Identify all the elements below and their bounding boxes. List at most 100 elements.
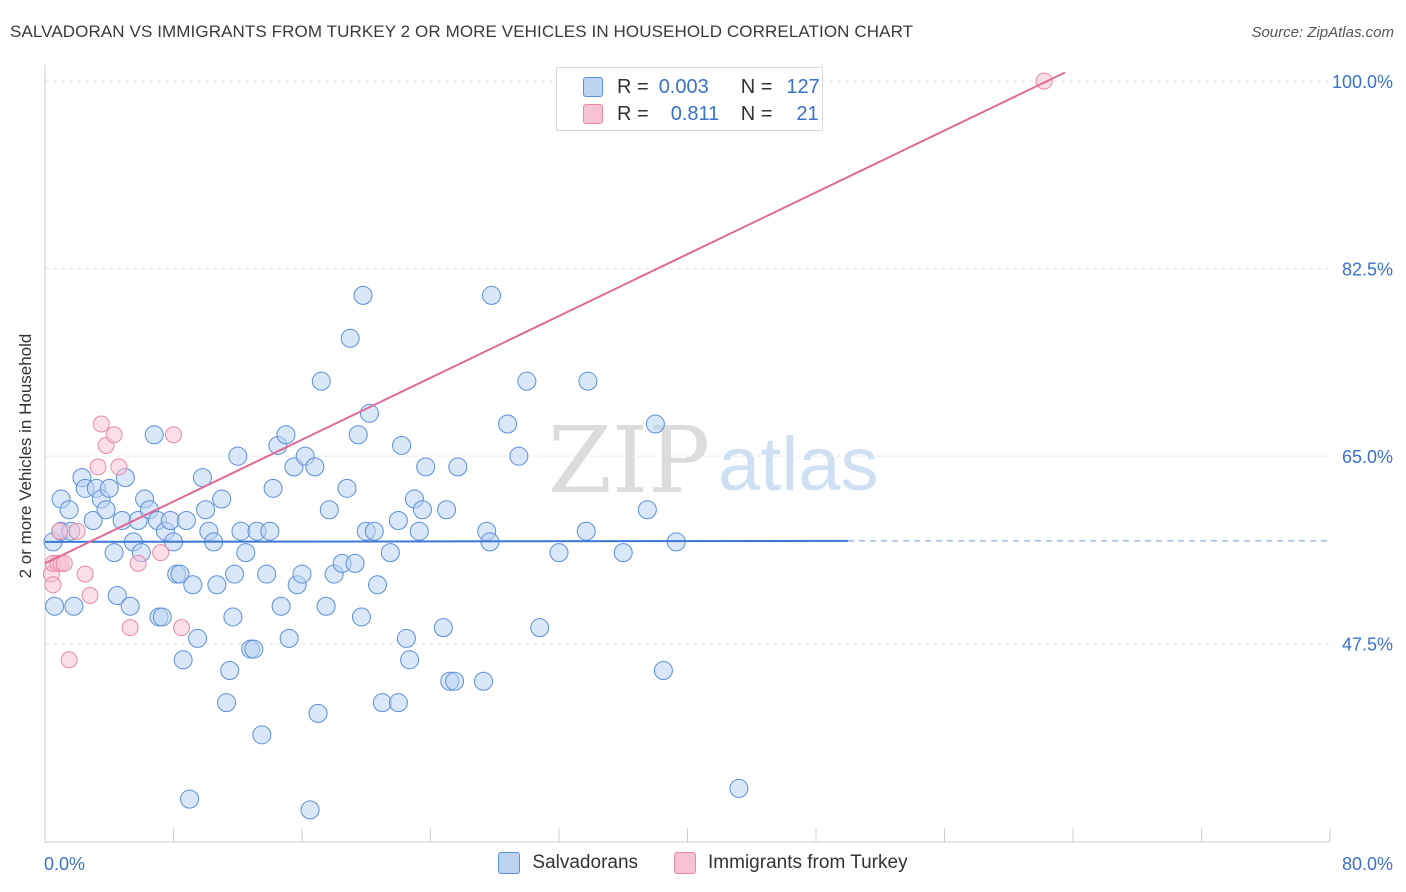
salvadoran-point (152, 607, 172, 627)
salvadoran-point (412, 500, 432, 520)
salvadoran-point (300, 800, 320, 820)
salvadoran-point (345, 553, 365, 573)
salvadoran-point (276, 425, 296, 445)
salvadoran-point (482, 285, 502, 305)
legend-swatch-pink (674, 852, 697, 874)
salvadoran-point (160, 510, 180, 530)
salvadoran-point (367, 575, 387, 595)
turkey-point (76, 565, 94, 583)
salvadoran-point (645, 414, 665, 434)
salvadoran-point (64, 596, 84, 616)
salvadoran-point (176, 510, 196, 530)
legend-r-value: 0.003 (658, 75, 709, 98)
legend-item-turkey: Immigrants from Turkey (674, 852, 908, 874)
legend-n-label: N = (740, 75, 773, 98)
legend-n-value: 127 (786, 75, 820, 98)
turkey-point (89, 458, 107, 476)
salvadoran-point (311, 371, 331, 391)
y-tick-label: 65.0% (1342, 447, 1393, 467)
salvadoran-point (279, 628, 299, 648)
x-tick-label: 0.0% (44, 854, 85, 874)
salvadoran-point (305, 457, 325, 477)
turkey-point (60, 651, 78, 669)
salvadoran-point (120, 596, 140, 616)
y-axis-label: 2 or more Vehicles in Household (16, 333, 35, 579)
salvadoran-point (45, 596, 65, 616)
series-legend: Salvadorans Immigrants from Turkey (0, 852, 1406, 874)
salvadoran-point (637, 500, 657, 520)
salvadoran-point (257, 564, 277, 584)
salvadoran-point (107, 586, 127, 606)
legend-label-turkey: Immigrants from Turkey (708, 852, 908, 873)
chart-title: SALVADORAN VS IMMIGRANTS FROM TURKEY 2 O… (10, 22, 914, 41)
salvadoran-point (104, 543, 124, 563)
salvadoran-point (231, 521, 251, 541)
legend-r-label: R = (617, 102, 649, 125)
salvadoran-point (217, 693, 237, 713)
y-tick-label: 47.5% (1342, 635, 1393, 655)
salvadoran-point (517, 371, 537, 391)
turkey-point (121, 619, 139, 637)
salvadoran-point (509, 446, 529, 466)
legend-label-salvadorans: Salvadorans (532, 852, 639, 873)
legend-swatch-blue (498, 852, 521, 874)
salvadoran-point (188, 628, 208, 648)
trend-lines (44, 71, 1330, 565)
gridlines (45, 80, 1330, 645)
axes (44, 65, 1331, 843)
legend-n-value: 21 (796, 102, 819, 125)
y-tick-label: 100.0% (1332, 72, 1393, 92)
turkey-point (81, 587, 99, 605)
turkey-point (129, 554, 147, 572)
salvadoran-point (260, 521, 280, 541)
salvadoran-point (196, 500, 216, 520)
salvadoran-point (396, 628, 416, 648)
turkey-point (1035, 72, 1053, 90)
salvadoran-point (340, 328, 360, 348)
turkey-point (152, 544, 170, 562)
salvadoran-point (180, 789, 200, 809)
salvadoran-point (409, 521, 429, 541)
salvadoran-point (364, 521, 384, 541)
turkey-point (173, 619, 191, 637)
turkey-point (165, 426, 182, 444)
turkey-point (50, 522, 68, 540)
salvadoran-point (474, 671, 494, 691)
legend-swatch-blue (583, 77, 603, 97)
salvadoran-point (388, 693, 408, 713)
legend-swatch-pink (583, 104, 603, 124)
salvadoran-point (59, 500, 79, 520)
salvadoran-point (433, 618, 453, 638)
salvadoran-point (263, 478, 283, 498)
correlation-legend: R = 0.003 N = 127 R = 0.811 N = 21 (556, 67, 823, 131)
salvadoran-point (292, 564, 312, 584)
salvadoran-point (337, 478, 357, 498)
y-tick-label: 82.5% (1342, 260, 1393, 280)
x-tick-label: 80.0% (1342, 854, 1393, 874)
salvadoran-point (212, 489, 232, 509)
salvadoran-point (319, 500, 339, 520)
legend-row-salvadorans: R = 0.003 N = 127 (583, 75, 820, 99)
watermark-zip: ZIP (548, 407, 710, 514)
salvadoran-point (99, 478, 119, 498)
salvadoran-point (416, 457, 436, 477)
salvadoran-point (613, 543, 633, 563)
salvadoran-trend-line (44, 539, 849, 543)
salvadoran-point (271, 596, 291, 616)
tick-labels: 47.5% 65.0% 82.5% 100.0% 0.0% 80.0% (44, 72, 1393, 874)
watermark: ZIP atlas (548, 407, 879, 514)
salvadoran-point (437, 500, 457, 520)
salvadoran-point (445, 671, 465, 691)
salvadoran-point (144, 425, 164, 445)
salvadoran-point (388, 510, 408, 530)
salvadoran-point (392, 435, 412, 455)
turkey-point (55, 554, 73, 572)
salvadoran-point (83, 510, 103, 530)
salvadoran-point (348, 425, 368, 445)
salvadoran-point (225, 564, 245, 584)
salvadoran-point (170, 564, 190, 584)
salvadoran-point (400, 650, 420, 670)
salvadoran-point (316, 596, 336, 616)
salvadoran-point (173, 650, 193, 670)
salvadoran-point (530, 618, 550, 638)
